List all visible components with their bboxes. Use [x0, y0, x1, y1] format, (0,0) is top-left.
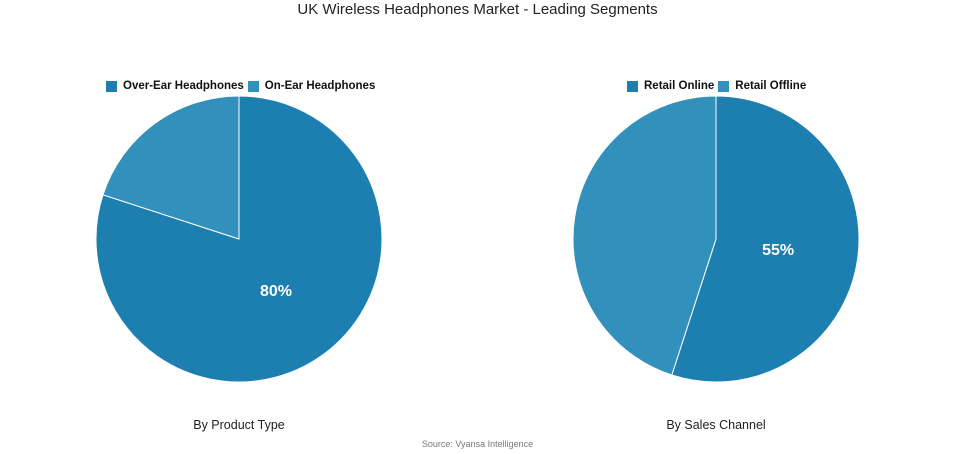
legend-item-retail-online: Retail Online	[627, 80, 714, 92]
source-note: Source: Vyansa Intelligence	[421, 439, 534, 449]
legend-label-on-ear: On-Ear Headphones	[264, 80, 376, 92]
legend-swatch-over-ear	[106, 80, 117, 92]
legend-product-type: Over-Ear Headphones On-Ear Headphones	[106, 80, 379, 92]
chart-title: UK Wireless Headphones Market - Leading …	[297, 1, 658, 18]
legend-label-over-ear: Over-Ear Headphones	[123, 80, 244, 92]
legend-sales-channel: Retail Online Retail Offline	[627, 80, 810, 92]
legend-label-retail-online: Retail Online	[644, 80, 715, 92]
legend-label-retail-offline: Retail Offline	[735, 80, 807, 92]
legend-swatch-retail-online	[627, 80, 638, 92]
legend-item-retail-offline: Retail Offline	[718, 80, 806, 92]
pie-slice-0-1	[102, 95, 240, 240]
slice-label-1-0: 55%	[762, 242, 794, 259]
legend-item-on-ear: On-Ear Headphones	[247, 80, 376, 92]
caption-sales-channel: By Sales Channel	[666, 418, 766, 432]
legend-swatch-on-ear	[247, 80, 259, 92]
pie-slice-1-1	[572, 95, 717, 376]
slice-label-0-0: 80%	[260, 283, 292, 300]
pie-slice-1-0	[671, 95, 860, 383]
legend-item-over-ear: Over-Ear Headphones	[106, 80, 244, 92]
legend-swatch-retail-offline	[718, 80, 730, 92]
caption-product-type: By Product Type	[193, 418, 285, 432]
